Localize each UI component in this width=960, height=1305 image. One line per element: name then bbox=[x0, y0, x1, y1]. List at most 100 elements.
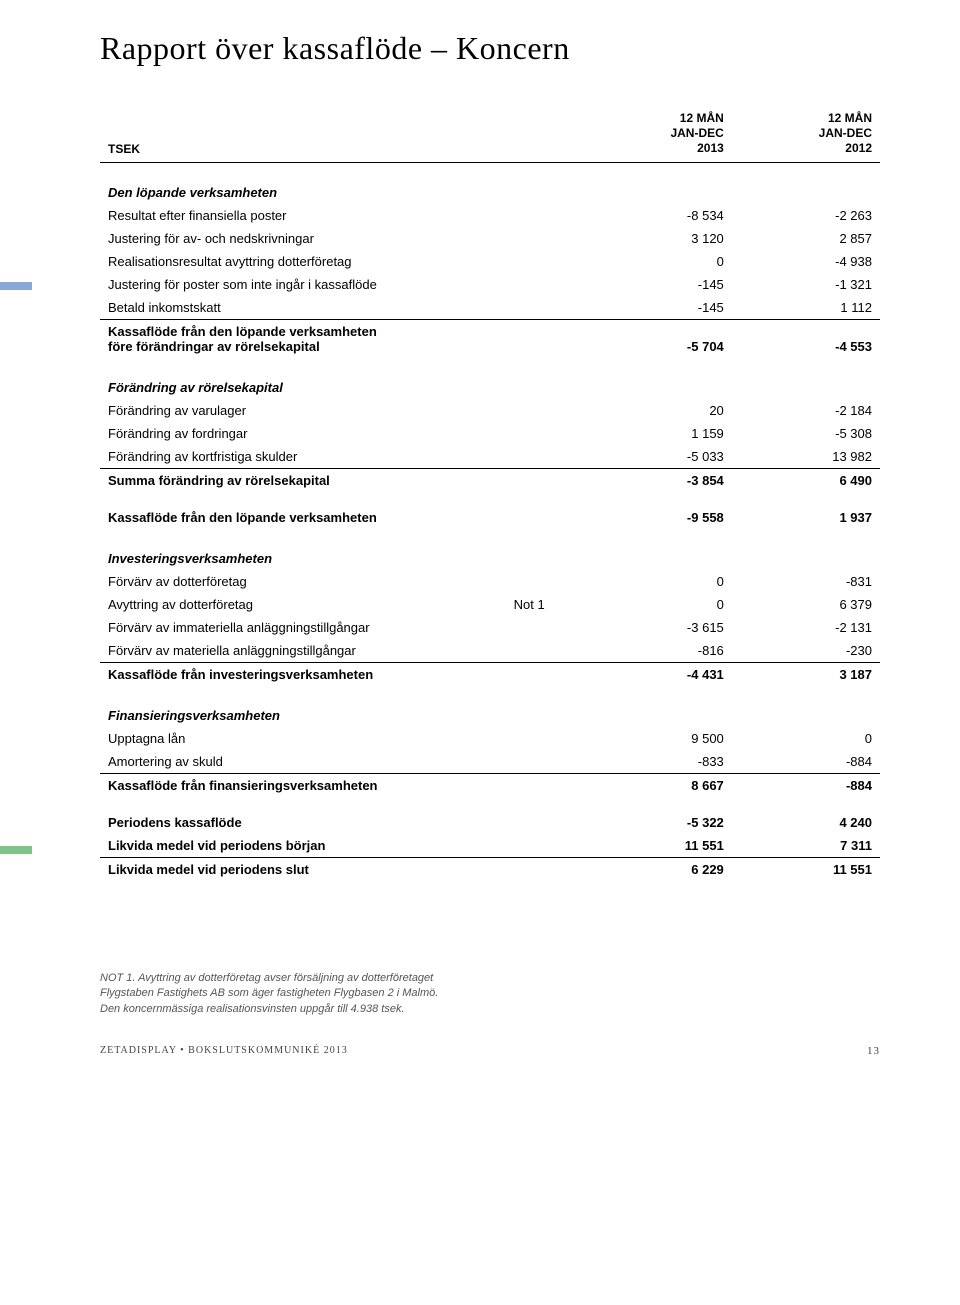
row-label: Likvida medel vid periodens början bbox=[100, 834, 506, 858]
row-label: Förvärv av dotterföretag bbox=[100, 570, 506, 593]
table-row: Periodens kassaflöde-5 3224 240 bbox=[100, 811, 880, 834]
row-value-2012: 6 379 bbox=[732, 593, 880, 616]
row-value-2013: -145 bbox=[584, 296, 732, 320]
row-value-2013: 0 bbox=[584, 593, 732, 616]
row-note bbox=[506, 320, 584, 359]
row-value-2013: -816 bbox=[584, 639, 732, 663]
row-note bbox=[506, 422, 584, 445]
row-note bbox=[506, 469, 584, 493]
page: Rapport över kassaflöde – Koncern TSEK 1… bbox=[0, 0, 960, 1087]
row-value-2013: 20 bbox=[584, 399, 732, 422]
col-header-tsek: TSEK bbox=[100, 107, 506, 163]
table-row: Kassaflöde från investeringsverksamheten… bbox=[100, 663, 880, 687]
row-value-2012: 7 311 bbox=[732, 834, 880, 858]
table-row: Likvida medel vid periodens början11 551… bbox=[100, 834, 880, 858]
row-value-2012: -1 321 bbox=[732, 273, 880, 296]
table-row: Amortering av skuld-833-884 bbox=[100, 750, 880, 774]
row-value-2012: 3 187 bbox=[732, 663, 880, 687]
row-label: Kassaflöde från investeringsverksamheten bbox=[100, 663, 506, 687]
table-row: Justering för poster som inte ingår i ka… bbox=[100, 273, 880, 296]
col-header-2012: 12 MÅN JAN-DEC 2012 bbox=[732, 107, 880, 163]
row-label: Kassaflöde från den löpande verksamheten… bbox=[100, 320, 506, 359]
page-title: Rapport över kassaflöde – Koncern bbox=[100, 30, 880, 67]
section-head-row: Investeringsverksamheten bbox=[100, 529, 880, 570]
row-value-2013: -5 033 bbox=[584, 445, 732, 469]
footnote-line: Den koncernmässiga realisationsvinsten u… bbox=[100, 1002, 520, 1017]
table-row: Resultat efter finansiella poster -8 534-… bbox=[100, 204, 880, 227]
row-label: Kassaflöde från den löpande verksamheten bbox=[100, 506, 506, 529]
row-value-2012: -4 553 bbox=[732, 320, 880, 359]
row-note bbox=[506, 774, 584, 798]
table-row: Likvida medel vid periodens slut6 22911 … bbox=[100, 858, 880, 882]
row-label: Resultat efter finansiella poster bbox=[100, 204, 506, 227]
row-label: Justering för av- och nedskrivningar bbox=[100, 227, 506, 250]
table-body: Den löpande verksamhetenResultat efter f… bbox=[100, 163, 880, 882]
row-label: Avyttring av dotterföretag bbox=[100, 593, 506, 616]
row-value-2012: -2 263 bbox=[732, 204, 880, 227]
table-row: Förvärv av dotterföretag 0-831 bbox=[100, 570, 880, 593]
section-head-row: Den löpande verksamheten bbox=[100, 163, 880, 205]
row-note bbox=[506, 250, 584, 273]
row-label: Förändring av varulager bbox=[100, 399, 506, 422]
row-note bbox=[506, 858, 584, 882]
table-row: Summa förändring av rörelsekapital-3 854… bbox=[100, 469, 880, 493]
table-header-row: TSEK 12 MÅN JAN-DEC 2013 12 MÅN JAN-DEC … bbox=[100, 107, 880, 163]
cashflow-table: TSEK 12 MÅN JAN-DEC 2013 12 MÅN JAN-DEC … bbox=[100, 107, 880, 881]
row-value-2013: -9 558 bbox=[584, 506, 732, 529]
row-note bbox=[506, 273, 584, 296]
row-note bbox=[506, 399, 584, 422]
row-label: Förändring av fordringar bbox=[100, 422, 506, 445]
row-note bbox=[506, 445, 584, 469]
row-value-2013: 1 159 bbox=[584, 422, 732, 445]
row-value-2012: -884 bbox=[732, 750, 880, 774]
row-value-2013: 0 bbox=[584, 570, 732, 593]
row-note bbox=[506, 296, 584, 320]
row-note bbox=[506, 834, 584, 858]
table-row: Kassaflöde från den löpande verksamheten… bbox=[100, 506, 880, 529]
table-row: Upptagna lån 9 5000 bbox=[100, 727, 880, 750]
table-row: Förändring av kortfristiga skulder -5 033… bbox=[100, 445, 880, 469]
row-label: Betald inkomstskatt bbox=[100, 296, 506, 320]
row-label: Realisationsresultat avyttring dotterför… bbox=[100, 250, 506, 273]
section-head-row: Finansieringsverksamheten bbox=[100, 686, 880, 727]
row-value-2012: -4 938 bbox=[732, 250, 880, 273]
row-value-2012: -831 bbox=[732, 570, 880, 593]
row-note bbox=[506, 639, 584, 663]
row-value-2013: -145 bbox=[584, 273, 732, 296]
section-head-row: Förändring av rörelsekapital bbox=[100, 358, 880, 399]
row-label: Kassaflöde från finansieringsverksamhete… bbox=[100, 774, 506, 798]
footnote-line: Flygstaben Fastighets AB som äger fastig… bbox=[100, 986, 520, 1001]
col-header-2013: 12 MÅN JAN-DEC 2013 bbox=[584, 107, 732, 163]
row-value-2012: -884 bbox=[732, 774, 880, 798]
row-value-2012: -2 184 bbox=[732, 399, 880, 422]
row-label: Periodens kassaflöde bbox=[100, 811, 506, 834]
row-value-2013: 9 500 bbox=[584, 727, 732, 750]
row-value-2013: -8 534 bbox=[584, 204, 732, 227]
row-label: Upptagna lån bbox=[100, 727, 506, 750]
section-head-label: Finansieringsverksamheten bbox=[100, 686, 880, 727]
row-label: Förändring av kortfristiga skulder bbox=[100, 445, 506, 469]
row-value-2013: 3 120 bbox=[584, 227, 732, 250]
row-value-2012: 0 bbox=[732, 727, 880, 750]
section-head-label: Investeringsverksamheten bbox=[100, 529, 880, 570]
row-note bbox=[506, 227, 584, 250]
row-note: Not 1 bbox=[506, 593, 584, 616]
table-row: Förändring av varulager 20-2 184 bbox=[100, 399, 880, 422]
side-mark-green bbox=[0, 846, 32, 854]
row-label: Likvida medel vid periodens slut bbox=[100, 858, 506, 882]
row-label: Amortering av skuld bbox=[100, 750, 506, 774]
row-note bbox=[506, 727, 584, 750]
row-value-2012: 1 937 bbox=[732, 506, 880, 529]
section-head-label: Förändring av rörelsekapital bbox=[100, 358, 880, 399]
footnote-line: NOT 1. Avyttring av dotterföretag avser … bbox=[100, 971, 520, 986]
row-value-2013: -5 704 bbox=[584, 320, 732, 359]
row-value-2013: -3 854 bbox=[584, 469, 732, 493]
table-row: Betald inkomstskatt-1451 112 bbox=[100, 296, 880, 320]
row-value-2013: 0 bbox=[584, 250, 732, 273]
table-row: Förändring av fordringar 1 159-5 308 bbox=[100, 422, 880, 445]
row-note bbox=[506, 663, 584, 687]
spacer-row bbox=[100, 797, 880, 811]
row-value-2012: -5 308 bbox=[732, 422, 880, 445]
row-label: Justering för poster som inte ingår i ka… bbox=[100, 273, 506, 296]
row-note bbox=[506, 204, 584, 227]
